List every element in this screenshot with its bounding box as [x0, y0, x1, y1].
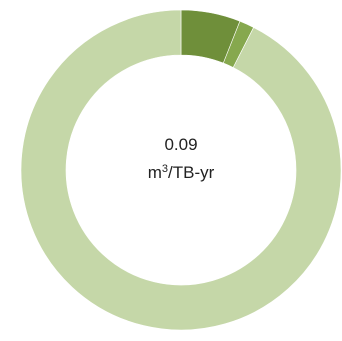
- center-value: 0.09: [164, 135, 198, 154]
- unit-superscript: 3: [161, 163, 168, 175]
- donut-slice-3: [20, 9, 342, 331]
- unit-prefix: m: [147, 163, 162, 182]
- center-unit: m3/TB-yr: [0, 163, 342, 183]
- unit-suffix: /TB-yr: [168, 163, 215, 182]
